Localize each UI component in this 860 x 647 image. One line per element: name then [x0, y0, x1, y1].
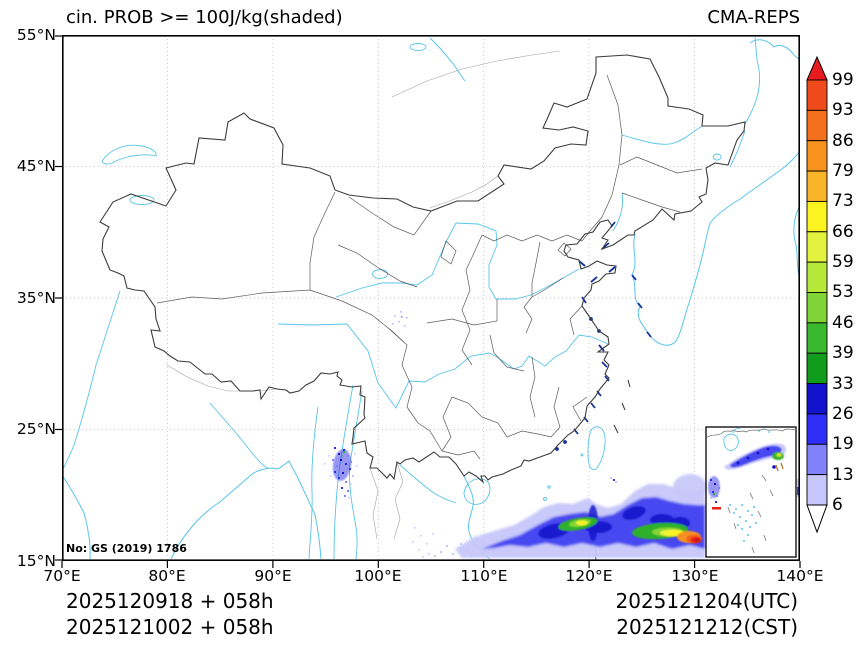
lon-label-140e: 140°E [776, 567, 824, 585]
sichuan-speckles [392, 311, 408, 327]
model-name-label: CMA-REPS [707, 7, 800, 28]
lat-label-25n: 25°N [16, 420, 56, 438]
colorbar-box [806, 79, 828, 111]
lon-label-90e: 90°E [254, 567, 292, 585]
colorbar-box [806, 474, 828, 506]
lon-label-110e: 110°E [460, 567, 508, 585]
lake-balkhash [101, 144, 157, 165]
foreign-borders [166, 50, 561, 540]
province-borders [156, 74, 703, 460]
coastal-detail-marks [555, 221, 652, 451]
grid-lines [62, 35, 800, 561]
lat-label-15n: 15°N [16, 552, 56, 570]
lon-label-100e: 100°E [354, 567, 402, 585]
colorbar-label: 33 [832, 373, 854, 394]
inset-island-dots [729, 504, 757, 542]
colorbar-label: 39 [832, 343, 854, 364]
colorbar-label: 99 [832, 70, 854, 90]
colorbar-label: 26 [832, 403, 854, 424]
init-time-block: 2025120918 + 058h 2025121002 + 058h [66, 588, 274, 640]
colorbar-label: 79 [832, 161, 854, 182]
colorbar-label: 86 [832, 130, 854, 151]
taiwan-island [587, 426, 606, 471]
colorbar-label: 46 [832, 312, 854, 333]
colorbar [806, 55, 828, 534]
colorbar-label: 19 [832, 434, 854, 455]
colorbar-box [806, 413, 828, 445]
colorbar-box [806, 383, 828, 415]
colorbar-box [806, 443, 828, 476]
init-time-line2: 2025121002 + 058h [66, 615, 274, 639]
lon-label-130e: 130°E [671, 567, 719, 585]
hainan-island [463, 478, 491, 505]
shaded-probability-field [324, 311, 800, 558]
colorbar-label: 53 [832, 282, 854, 303]
lat-label-35n: 35°N [16, 289, 56, 307]
valid-time-utc: 2025121204(UTC) [615, 589, 799, 613]
lake-qinghai [372, 269, 388, 279]
valid-time-block: 2025121204(UTC) 2025121212(CST) [616, 588, 799, 640]
lon-label-80e: 80°E [148, 567, 186, 585]
inset-red-mark [712, 507, 721, 510]
lake-issyk-kul [129, 195, 155, 205]
inset-hainan [723, 433, 739, 451]
axis-ticks [55, 35, 801, 568]
map-canvas [55, 35, 801, 568]
chart-title: cin. PROB >= 100J/kg(shaded) [66, 7, 343, 28]
colorbar-box [806, 200, 828, 233]
myanmar-cluster [324, 447, 358, 503]
lat-label-55n: 55°N [16, 26, 56, 44]
colorbar-under-arrow [806, 504, 828, 534]
sea-coastlines [62, 37, 800, 560]
init-time-line1: 2025120918 + 058h [66, 589, 274, 613]
colorbar-label: 73 [832, 191, 854, 212]
colorbar-label: 59 [832, 252, 854, 273]
colorbar-box [806, 261, 828, 293]
colorbar-box [806, 140, 828, 172]
china-national-border [99, 54, 746, 484]
lake-khanka [712, 153, 722, 161]
colorbar-box [806, 292, 828, 324]
license-text: No: GS (2019) 1786 [66, 542, 187, 555]
lon-label-120e: 120°E [565, 567, 613, 585]
inset-map-south-china-sea [705, 426, 797, 558]
colorbar-box [806, 109, 828, 142]
colorbar-label: 13 [832, 464, 854, 485]
plot-frame [55, 35, 801, 568]
inset-annotation-dashes [727, 474, 774, 554]
colorbar-label: 6 [832, 494, 843, 515]
lake-uvs [409, 43, 427, 51]
colorbar-label: 66 [832, 221, 854, 242]
inset-coastline [705, 428, 797, 439]
lon-label-70e: 70°E [43, 567, 81, 585]
colorbar-label: 93 [832, 100, 854, 121]
lat-label-45n: 45°N [16, 157, 56, 175]
colorbar-box [806, 322, 828, 354]
colorbar-over-arrow [806, 55, 828, 81]
colorbar-box [806, 231, 828, 263]
band-fringe-speckles [412, 477, 617, 558]
valid-time-cst: 2025121212(CST) [616, 615, 798, 639]
colorbar-box [806, 352, 828, 385]
inset-west-cluster [710, 479, 721, 510]
colorbar-box [806, 170, 828, 202]
